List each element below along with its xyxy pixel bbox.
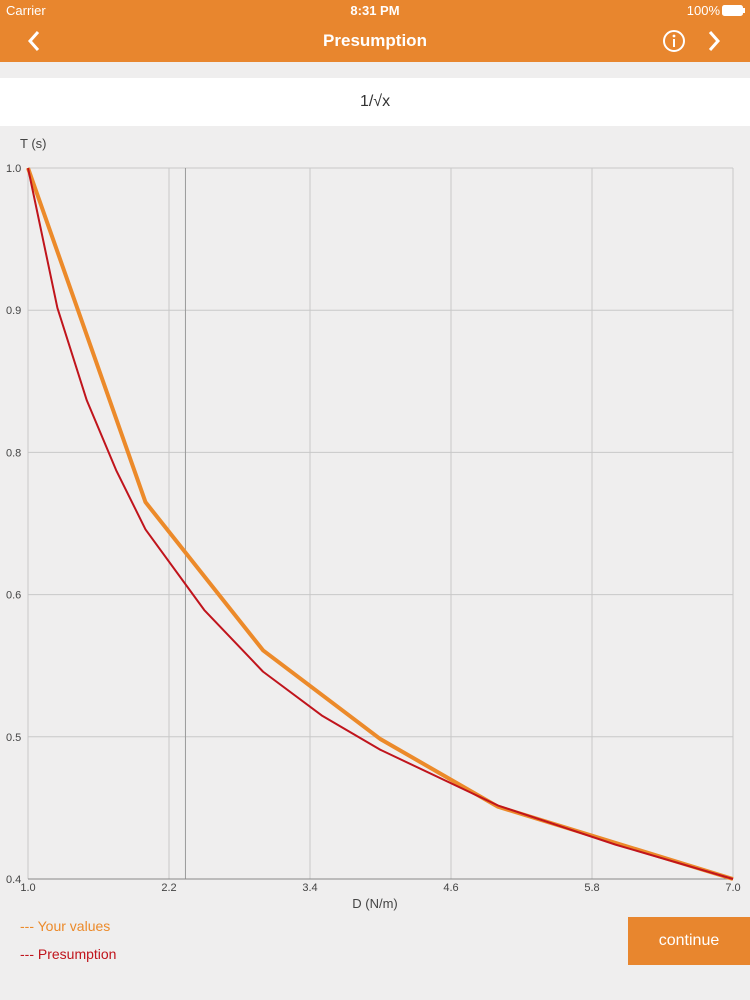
x-tick-label: 4.6: [443, 882, 458, 894]
status-bar: Carrier 8:31 PM 100%: [0, 0, 750, 20]
y-tick-label: 1.0: [6, 163, 21, 175]
back-button[interactable]: [26, 30, 42, 52]
series-line: [27, 167, 734, 880]
y-tick-label: 0.9: [6, 305, 21, 317]
continue-button[interactable]: continue: [628, 917, 750, 965]
carrier: Carrier: [6, 3, 46, 18]
x-tick-label: 2.2: [161, 882, 176, 894]
next-button[interactable]: [706, 30, 722, 52]
battery-icon: [722, 5, 745, 16]
nav-bar: Presumption: [0, 20, 750, 62]
battery: 100%: [686, 3, 720, 18]
x-tick-label: 7.0: [725, 882, 740, 894]
y-axis-label: T (s): [20, 136, 46, 151]
x-tick-label: 3.4: [302, 882, 317, 894]
clock: 8:31 PM: [350, 3, 400, 18]
x-tick-label: 1.0: [20, 882, 35, 894]
legend-entry: --- Presumption: [20, 946, 117, 962]
chart: T (s) D (N/m) 1.0 2.2 3.4 4.6 5.8 7.0 1.0 0.9 0.…: [6, 136, 741, 911]
nav-title: Presumption: [323, 31, 427, 50]
y-tick-label: 0.8: [6, 447, 21, 459]
legend-entry: --- Your values: [20, 918, 111, 934]
y-tick-label: 0.5: [6, 732, 21, 744]
x-axis-label: D (N/m): [352, 896, 398, 911]
y-tick-label: 0.4: [6, 874, 21, 886]
y-tick-label: 0.6: [6, 590, 21, 602]
formula: 1/√x: [0, 78, 750, 126]
series-line: [26, 167, 734, 881]
info-button[interactable]: [662, 29, 686, 53]
x-tick-label: 5.8: [584, 882, 599, 894]
